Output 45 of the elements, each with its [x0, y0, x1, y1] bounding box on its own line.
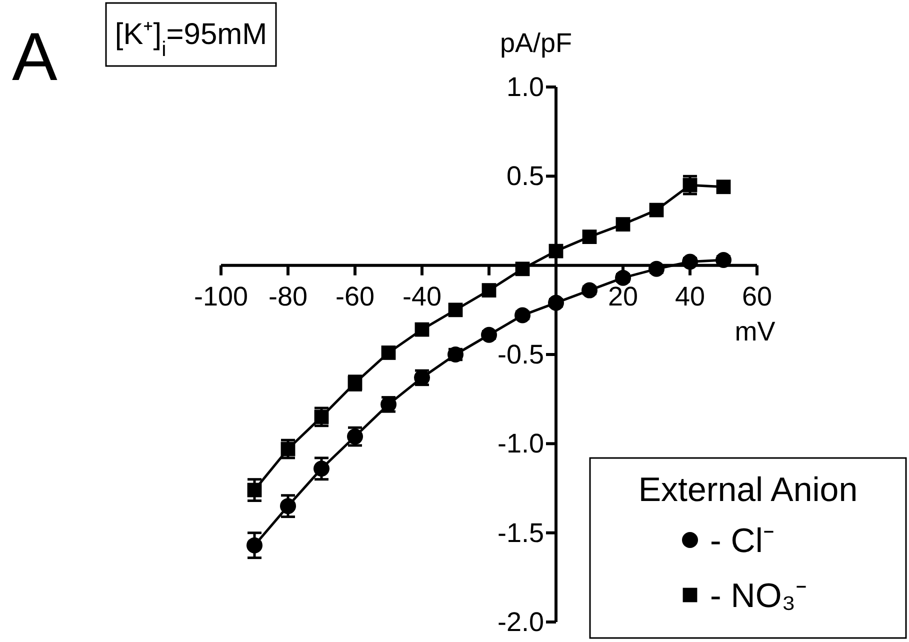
x-tick-label: 40 [674, 281, 706, 312]
point [414, 322, 430, 337]
y-tick-label: -0.5 [497, 340, 544, 370]
point [582, 230, 597, 244]
y-axis-title: pA/pF [500, 28, 572, 58]
point [615, 270, 631, 286]
legend-label: - NO₃⁻ [710, 577, 807, 615]
point [482, 283, 496, 298]
legend-title: External Anion [638, 471, 858, 509]
y-tick-label: 1.0 [506, 72, 544, 102]
point [616, 217, 630, 232]
point [716, 252, 732, 268]
point [481, 326, 497, 343]
point [548, 244, 564, 258]
y-tick-label: -1.5 [497, 518, 544, 548]
point [648, 260, 664, 277]
point [515, 262, 530, 276]
y-tick-label: -1.0 [497, 428, 544, 459]
x-axis-title: mV [734, 316, 776, 346]
y-tick-label: -2.0 [497, 607, 544, 637]
x-tick-label: -100 [194, 281, 248, 312]
legend-label: - Cl⁻ [710, 522, 774, 560]
point [682, 178, 698, 192]
point [582, 282, 598, 298]
point [247, 482, 262, 498]
point [280, 442, 296, 456]
point [716, 180, 731, 194]
point [381, 346, 396, 360]
point [280, 498, 296, 514]
x-tick-label: -80 [268, 281, 308, 312]
x-tick-label: -60 [335, 281, 375, 312]
point [314, 460, 330, 477]
point [514, 307, 530, 324]
point [246, 537, 262, 554]
x-tick-label: -40 [402, 281, 442, 312]
point [548, 294, 564, 311]
y-tick-label: 0.5 [506, 161, 544, 192]
x-tick-label: 60 [742, 281, 772, 312]
point [448, 302, 463, 318]
point [314, 410, 329, 424]
point [649, 202, 664, 218]
point [682, 254, 698, 270]
text: A [12, 19, 58, 95]
chart-title: [K⁺]$_{i}$=95mM [114, 18, 268, 60]
x-tick-label: 20 [608, 281, 638, 312]
